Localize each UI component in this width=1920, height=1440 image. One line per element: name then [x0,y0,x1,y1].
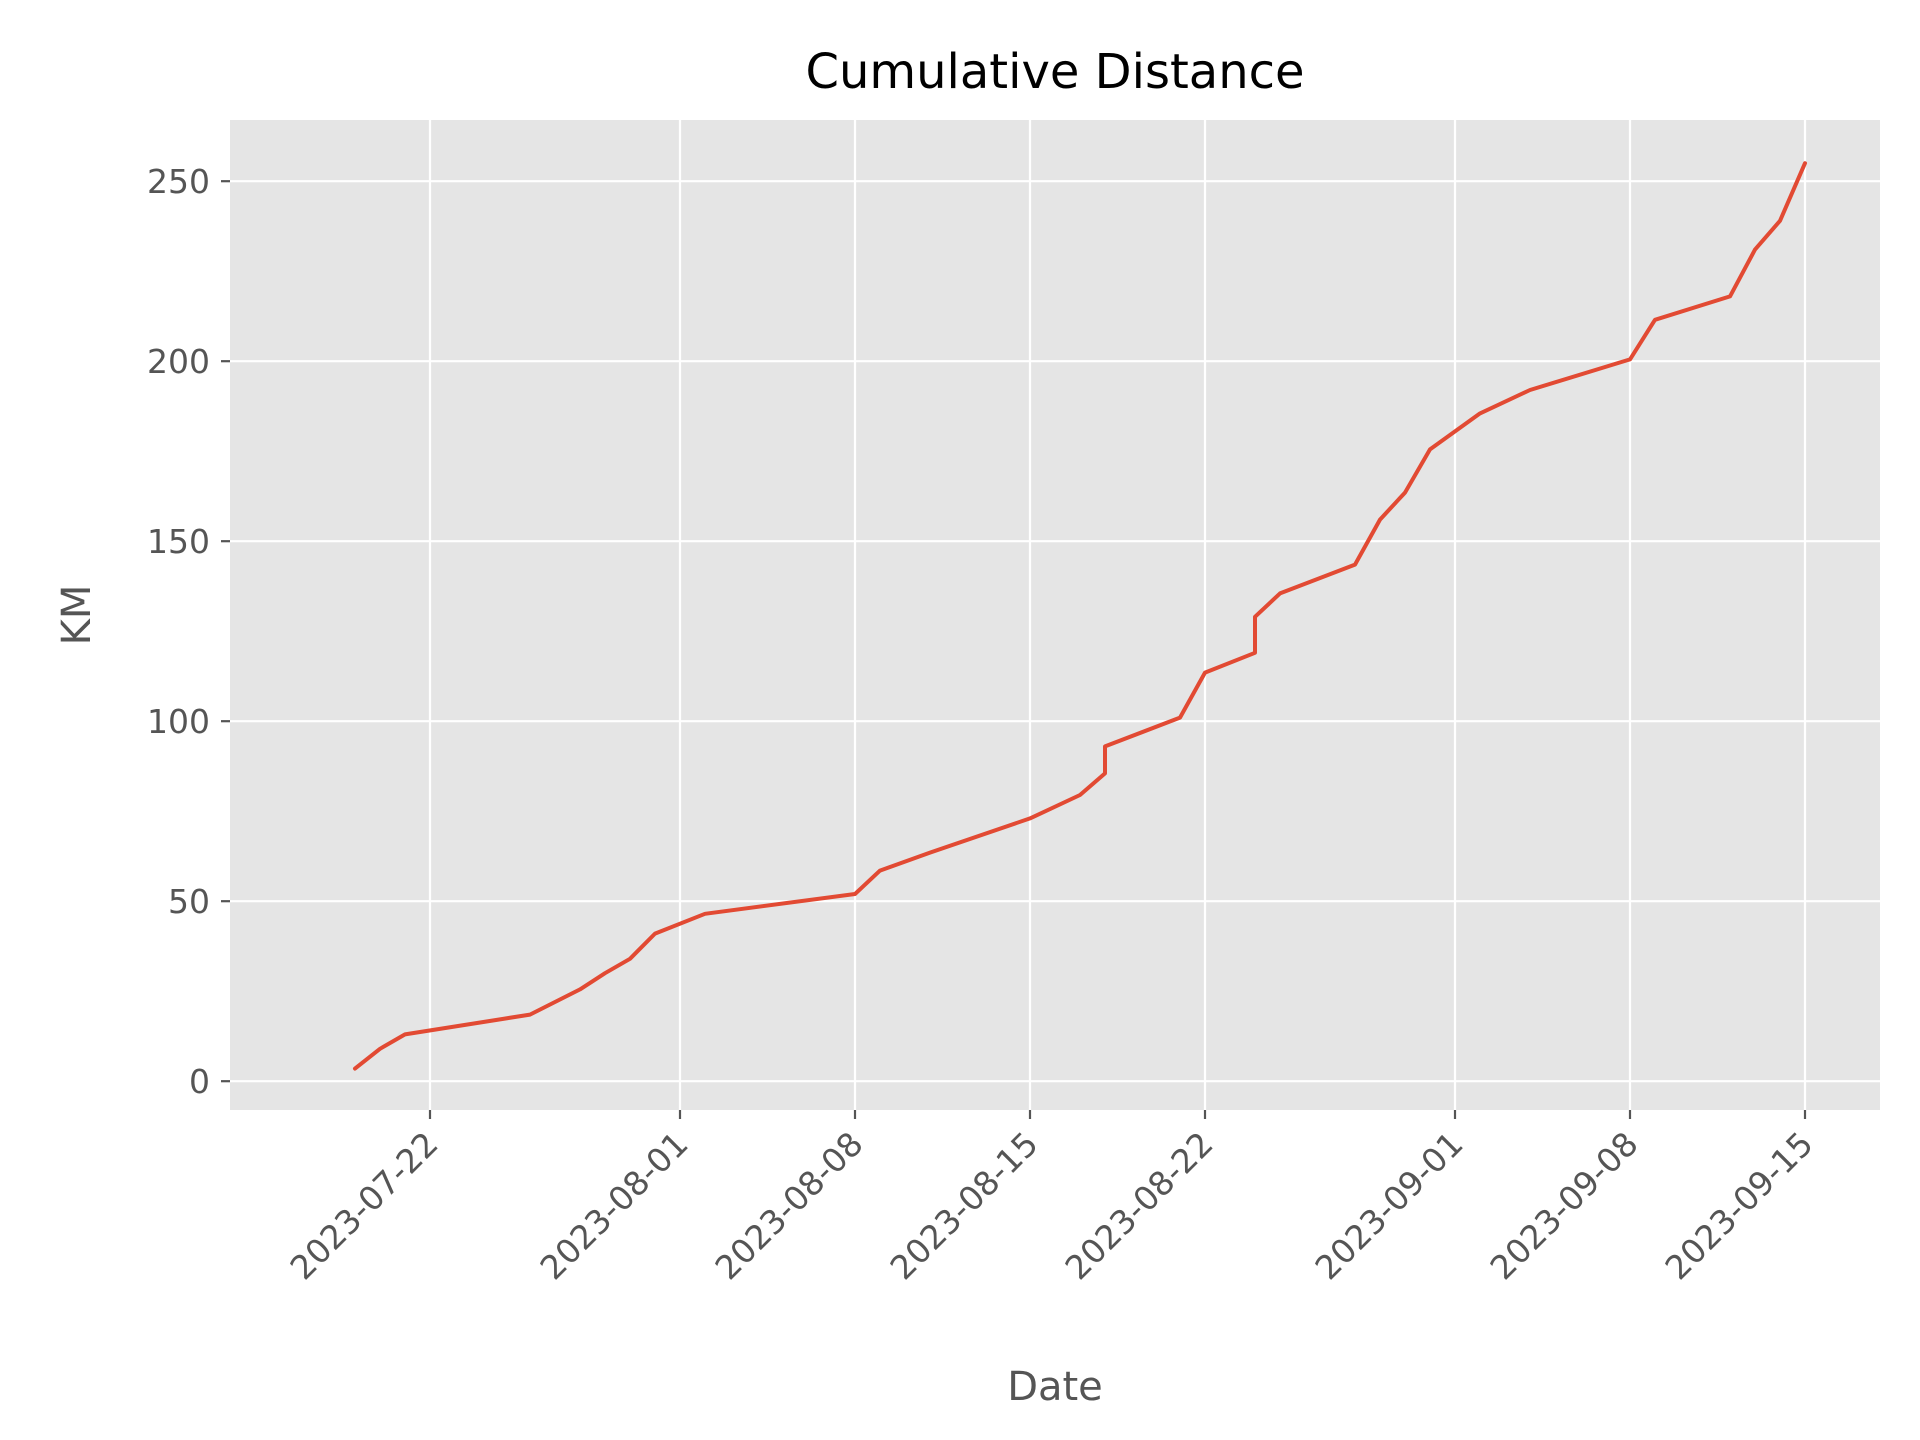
x-tick-label: 2023-08-15 [882,1124,1045,1287]
x-axis-label: Date [1007,1364,1103,1410]
x-tick-label: 2023-09-08 [1482,1124,1645,1287]
y-tick-label: 100 [147,702,210,741]
y-tick-label: 50 [168,882,210,921]
y-tick-label: 150 [147,522,210,561]
x-tick-label: 2023-08-01 [532,1124,695,1287]
grid-lines [230,120,1880,1110]
series-line [353,161,1807,1071]
x-tick-label: 2023-09-01 [1307,1124,1470,1287]
x-tick-label: 2023-09-15 [1657,1124,1820,1287]
y-tick-label: 200 [147,342,210,381]
y-tick-label: 250 [147,162,210,201]
x-tick-label: 2023-08-08 [707,1124,870,1287]
y-axis-label: KM [54,585,100,646]
y-tick-label: 0 [189,1062,210,1101]
x-tick-label: 2023-07-22 [282,1124,445,1287]
chart-title: Cumulative Distance [805,44,1304,100]
x-tick-label: 2023-08-22 [1057,1124,1220,1287]
plot-background [230,120,1880,1110]
